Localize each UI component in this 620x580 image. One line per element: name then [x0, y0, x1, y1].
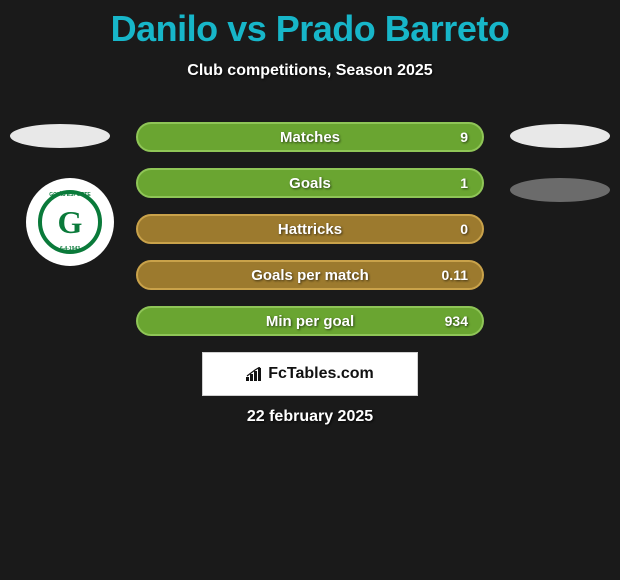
club-top-text: GOIÁS ESPORTE [49, 192, 90, 198]
stat-value: 9 [460, 129, 468, 145]
footer-date: 22 february 2025 [0, 408, 620, 426]
club-letter: G [58, 204, 83, 241]
stat-label: Matches [280, 129, 340, 146]
stat-label: Goals per match [251, 267, 369, 284]
player1-avatar-placeholder [10, 124, 110, 148]
stat-row-hattricks: Hattricks 0 [136, 214, 484, 244]
player1-name: Danilo [111, 8, 218, 49]
page-title: Danilo vs Prado Barreto [0, 0, 620, 50]
stat-row-min-per-goal: Min per goal 934 [136, 306, 484, 336]
club-bottom-text: 6-4-1943 [60, 246, 80, 252]
stat-row-matches: Matches 9 [136, 122, 484, 152]
club-badge-ring: GOIÁS ESPORTE G 6-4-1943 [38, 190, 102, 254]
player2-club-placeholder [510, 178, 610, 202]
stat-row-goals-per-match: Goals per match 0.11 [136, 260, 484, 290]
stats-container: Matches 9 Goals 1 Hattricks 0 Goals per … [136, 122, 484, 352]
player2-avatar-placeholder [510, 124, 610, 148]
stat-label: Goals [289, 175, 331, 192]
stat-value: 0.11 [442, 267, 468, 283]
vs-text: vs [227, 8, 266, 49]
stat-row-goals: Goals 1 [136, 168, 484, 198]
stat-value: 1 [460, 175, 468, 191]
player1-club-badge: GOIÁS ESPORTE G 6-4-1943 [26, 178, 114, 266]
stat-value: 0 [460, 221, 468, 237]
player2-name: Prado Barreto [276, 8, 510, 49]
stat-label: Hattricks [278, 221, 342, 238]
brand-box[interactable]: FcTables.com [202, 352, 418, 396]
stat-value: 934 [445, 313, 468, 329]
bar-chart-icon [246, 367, 264, 381]
brand-text: FcTables.com [268, 365, 374, 383]
subtitle: Club competitions, Season 2025 [0, 62, 620, 80]
stat-label: Min per goal [266, 313, 354, 330]
